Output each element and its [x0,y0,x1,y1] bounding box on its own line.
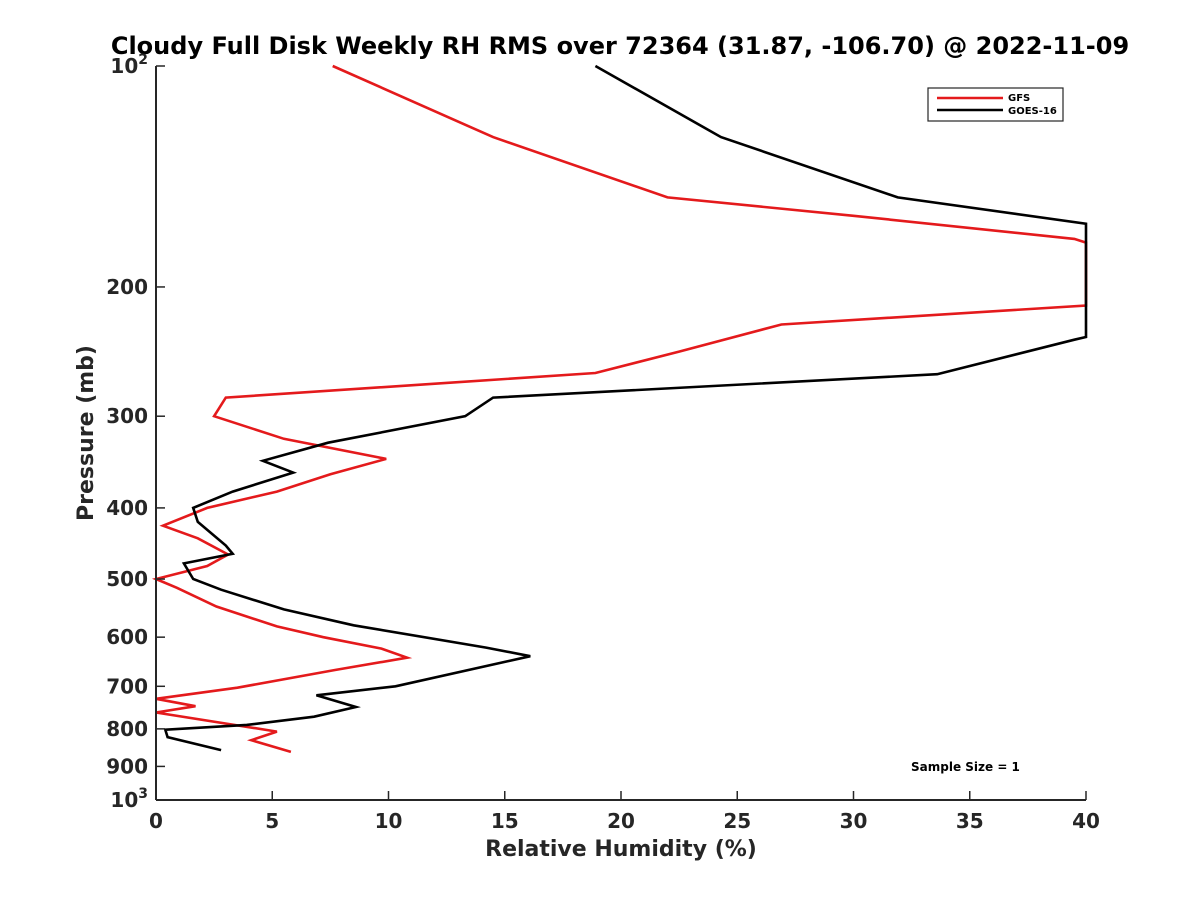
y-tick-label: 300 [106,404,148,428]
series-layer [151,64,1088,754]
y-tick-label: 700 [106,674,148,698]
y-tick-label: 900 [106,754,148,778]
x-tick-label: 35 [956,809,984,833]
x-tick-label: 25 [723,809,751,833]
x-tick-label: 40 [1072,809,1100,833]
y-tick-label: 103 [110,786,148,812]
x-tick-label: 5 [265,809,279,833]
x-tick-label: 10 [375,809,403,833]
x-tick-label: 20 [607,809,635,833]
y-tick-label: 400 [106,496,148,520]
x-tick-label: 15 [491,809,519,833]
legend-label-gfs: GFS [1008,93,1030,104]
x-tick-label: 0 [149,809,163,833]
sample-size-annotation: Sample Size = 1 [911,760,1020,774]
y-tick-label: 600 [106,625,148,649]
legend: GFS GOES-16 [927,87,1064,122]
y-tick-label: 500 [106,567,148,591]
y-tick-label: 200 [106,275,148,299]
y-ticks: 102 200 300 400 500 600 700 800 900 103 [106,52,165,812]
x-axis-label: Relative Humidity (%) [485,837,757,862]
chart-title: Cloudy Full Disk Weekly RH RMS over 7236… [111,32,1129,60]
axes-layer [155,66,1086,801]
legend-box [927,87,1064,122]
legend-label-goes16: GOES-16 [1008,106,1057,117]
x-tick-label: 30 [840,809,868,833]
series-line-goes16 [163,64,1088,752]
x-ticks: 0 5 10 15 20 25 30 35 40 [149,791,1100,833]
series-line-gfs [151,64,1088,754]
y-axis-label: Pressure (mb) [74,345,99,521]
y-tick-label: 102 [110,52,148,78]
y-tick-label: 800 [106,717,148,741]
